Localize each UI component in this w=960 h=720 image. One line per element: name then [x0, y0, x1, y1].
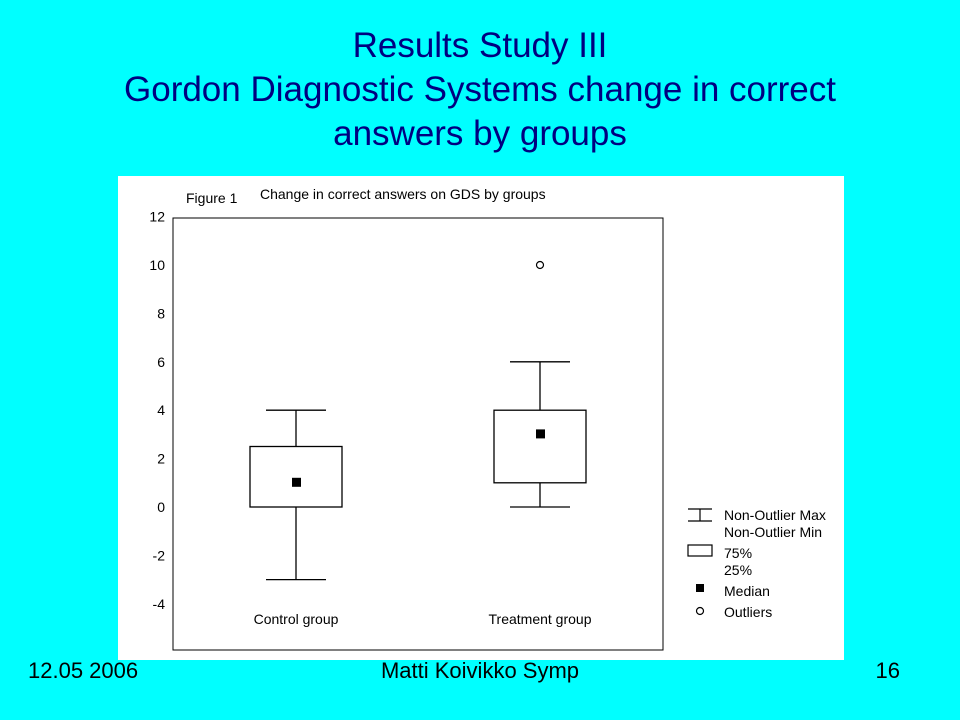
- plot-frame: [172, 217, 664, 651]
- figure-label: Figure 1: [186, 190, 238, 206]
- legend-label: Outliers: [724, 604, 772, 620]
- legend-label: 25%: [724, 562, 752, 578]
- box-plot-chart: Figure 1 Change in correct answers on GD…: [149, 186, 826, 651]
- legend-outlier-icon: [695, 606, 705, 616]
- outlier-point: [535, 260, 545, 270]
- median-marker: [536, 429, 545, 439]
- y-tick-label: 6: [157, 354, 165, 370]
- box-group-1: [249, 409, 343, 581]
- y-tick-label: 2: [157, 451, 165, 467]
- iqr-box: [493, 409, 587, 484]
- legend-label: Median: [724, 583, 770, 599]
- median-marker: [292, 477, 301, 487]
- x-category-label: Treatment group: [489, 611, 592, 627]
- legend-label: Non-Outlier Min: [724, 524, 822, 540]
- chart-panel: Figure 1 Change in correct answers on GD…: [118, 176, 844, 660]
- iqr-box: [249, 445, 343, 508]
- slide-title: Results Study III Gordon Diagnostic Syst…: [0, 24, 960, 156]
- y-tick-label: -2: [153, 547, 166, 563]
- slide-title-line-2: Gordon Diagnostic Systems change in corr…: [124, 70, 836, 109]
- legend-label: Non-Outlier Max: [724, 507, 826, 523]
- footer-page-number: 16: [875, 658, 900, 683]
- x-axis-labels: Control group Treatment group: [254, 611, 592, 627]
- slide-title-line-3: answers by groups: [333, 114, 627, 153]
- x-category-label: Control group: [254, 611, 339, 627]
- y-tick-label: 8: [157, 305, 165, 321]
- chart-title: Change in correct answers on GDS by grou…: [260, 186, 546, 202]
- y-axis-ticks: 12 10 8 6 4 2 0 -2 -4: [149, 209, 165, 612]
- legend-median-icon: [696, 584, 704, 592]
- y-tick-label: 10: [149, 257, 165, 273]
- box-groups: [249, 260, 587, 581]
- y-tick-label: 12: [149, 209, 165, 225]
- y-tick-label: 4: [157, 402, 165, 418]
- legend-label: 75%: [724, 545, 752, 561]
- box-group-2: [493, 260, 587, 508]
- y-tick-label: -4: [153, 596, 166, 612]
- footer-date: 12.05 2006: [28, 658, 139, 683]
- slide-title-line-1: Results Study III: [352, 26, 608, 65]
- footer-presenter: Matti Koivikko Symp: [380, 658, 580, 683]
- y-tick-label: 0: [157, 499, 165, 515]
- legend-box-icon: [687, 544, 713, 557]
